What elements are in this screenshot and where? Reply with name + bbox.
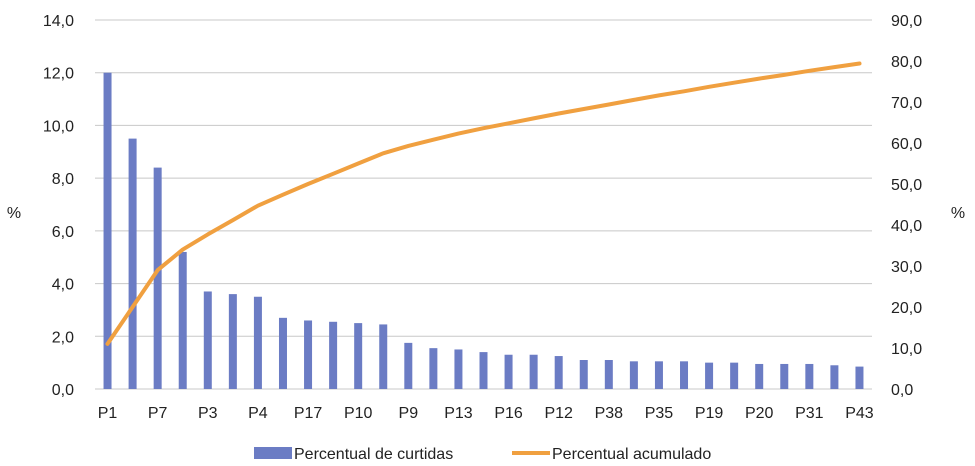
bar [755, 363, 764, 389]
left-tick-label: 2,0 [52, 329, 74, 346]
bar [228, 294, 237, 389]
bar-series [103, 72, 864, 389]
line-series [105, 61, 862, 346]
bar [705, 362, 714, 389]
x-tick-label: P9 [399, 405, 419, 422]
right-tick-label: 20,0 [891, 300, 922, 317]
x-tick-label: P1 [98, 405, 118, 422]
left-axis-ticks: 0,0 2,0 4,0 6,0 8,0 10,0 12,0 14,0 [43, 13, 74, 399]
x-tick-label: P31 [795, 405, 824, 422]
bar [354, 323, 363, 389]
legend-line-label: Percentual acumulado [552, 446, 711, 463]
legend-bar-swatch [254, 447, 292, 459]
bar [404, 342, 413, 389]
gridlines [95, 19, 872, 390]
bar [780, 363, 789, 389]
right-tick-label: 10,0 [891, 341, 922, 358]
bar [529, 354, 538, 389]
bar [730, 362, 739, 389]
bar [379, 324, 388, 389]
cumulative-line [105, 61, 862, 346]
x-tick-label: P10 [344, 405, 373, 422]
right-axis-label: % [951, 205, 965, 222]
bar [304, 320, 313, 389]
bar [203, 291, 212, 389]
bar [429, 348, 438, 389]
bar [579, 360, 588, 389]
right-tick-label: 60,0 [891, 136, 922, 153]
bar [153, 167, 162, 389]
bar [253, 296, 262, 389]
bar [103, 72, 112, 389]
bar [830, 365, 839, 389]
right-tick-label: 50,0 [891, 177, 922, 194]
bar [178, 251, 187, 389]
bar [278, 317, 287, 389]
right-tick-label: 40,0 [891, 218, 922, 235]
x-axis-ticks: P1 P7 P3 P4 P17 P10 P9 P13 P16 P12 P38 P35 P19 P20 P31… [98, 405, 874, 422]
left-tick-label: 12,0 [43, 66, 74, 83]
x-tick-label: P12 [544, 405, 573, 422]
left-tick-label: 8,0 [52, 171, 74, 188]
bar [554, 356, 563, 389]
left-tick-label: 6,0 [52, 224, 74, 241]
right-tick-label: 30,0 [891, 259, 922, 276]
right-tick-label: 70,0 [891, 95, 922, 112]
right-tick-label: 0,0 [891, 382, 913, 399]
right-axis-ticks: 0,0 10,0 20,0 30,0 40,0 50,0 60,0 70,0 80,0 90,0 [891, 13, 922, 399]
bar [479, 352, 488, 389]
bar [680, 361, 689, 389]
legend: Percentual de curtidas Percentual acumul… [254, 446, 711, 463]
right-tick-label: 80,0 [891, 54, 922, 71]
x-tick-label: P3 [198, 405, 218, 422]
legend-bar-label: Percentual de curtidas [294, 446, 453, 463]
bar [128, 138, 137, 389]
bar [604, 360, 613, 389]
left-tick-label: 0,0 [52, 382, 74, 399]
x-tick-label: P19 [695, 405, 724, 422]
bar [504, 354, 513, 389]
x-tick-label: P16 [494, 405, 523, 422]
x-tick-label: P38 [595, 405, 624, 422]
x-tick-label: P13 [444, 405, 473, 422]
x-tick-label: P17 [294, 405, 323, 422]
bar [855, 366, 864, 389]
bar [454, 349, 463, 389]
left-axis-label: % [7, 205, 21, 222]
x-tick-label: P20 [745, 405, 774, 422]
x-tick-label: P43 [845, 405, 874, 422]
bar [629, 361, 638, 389]
bar [654, 361, 663, 389]
bar [329, 321, 338, 389]
x-tick-label: P35 [645, 405, 674, 422]
x-tick-label: P7 [148, 405, 168, 422]
x-tick-label: P4 [248, 405, 268, 422]
left-tick-label: 14,0 [43, 13, 74, 30]
left-tick-label: 10,0 [43, 118, 74, 135]
left-tick-label: 4,0 [52, 277, 74, 294]
bar [805, 363, 814, 389]
right-tick-label: 90,0 [891, 13, 922, 30]
